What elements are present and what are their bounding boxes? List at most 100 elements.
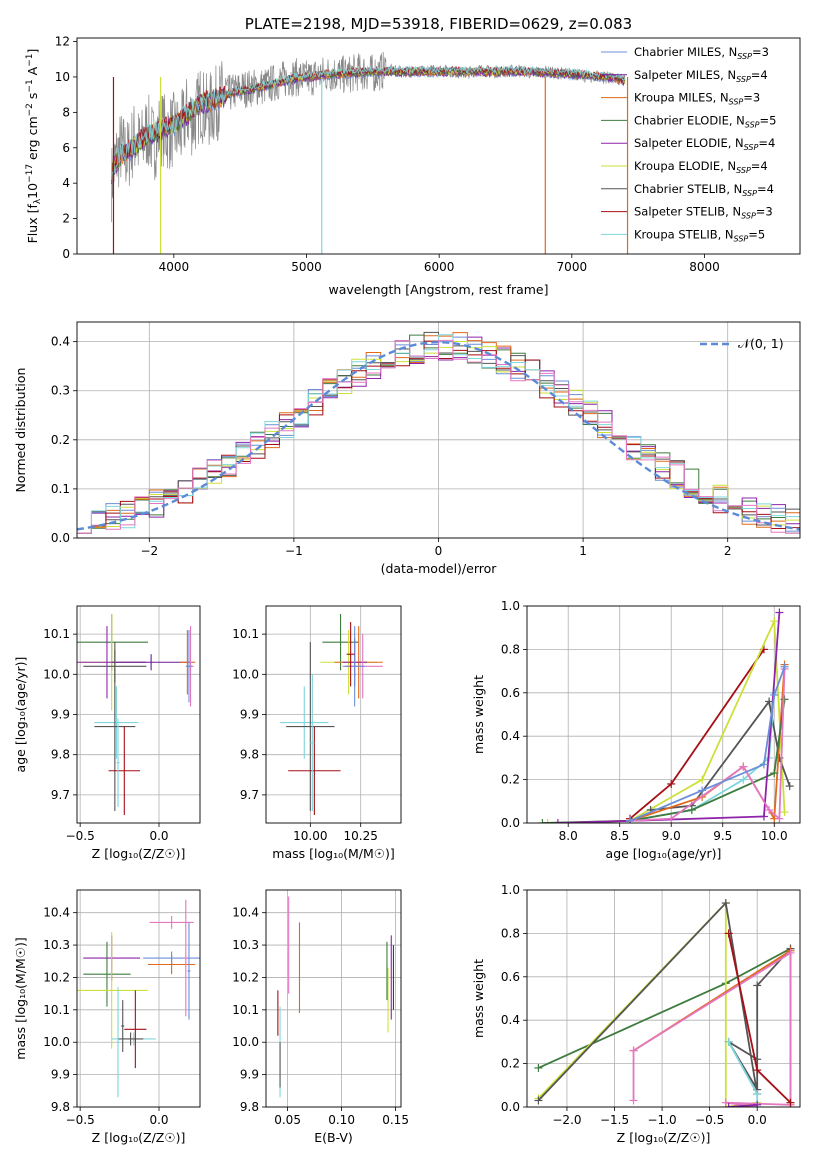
plot-area xyxy=(77,899,200,1098)
data-point xyxy=(187,922,191,1020)
y-tick-label: 0.3 xyxy=(51,384,70,398)
x-tick-label: 7000 xyxy=(557,260,588,274)
y-tick-label: 0 xyxy=(62,247,70,261)
y-tick-label: 10.4 xyxy=(232,906,259,920)
y-tick-label: 9.7 xyxy=(240,788,259,802)
x-tick-label: −1 xyxy=(285,544,303,558)
histogram-step xyxy=(77,339,800,538)
y-tick-label: 10.0 xyxy=(43,1035,70,1049)
plot-area xyxy=(280,614,383,815)
legend-entry: Salpeter STELIB, NSSP=3 xyxy=(634,205,773,221)
y-tick-label: 6 xyxy=(62,141,70,155)
data-point xyxy=(280,686,329,759)
plot-area xyxy=(111,51,629,254)
legend-sub: SSP xyxy=(734,234,749,243)
x-tick-label: 9.5 xyxy=(713,829,732,843)
y-tick-label: 0.2 xyxy=(501,773,520,787)
axes-frame xyxy=(76,605,201,824)
chart-mass-vs-Z: −0.5 0.0 9.8 9.9 10.0 10.1 10.2 10.3 10.4 Z [log₁… xyxy=(13,889,201,1145)
spectrum-model-line xyxy=(111,65,626,182)
y-tick-label: 9.8 xyxy=(51,748,70,762)
legend-sub: SSP xyxy=(736,75,751,84)
spectrum-model-line xyxy=(111,64,626,181)
legend-suffix: =3 xyxy=(743,91,760,105)
y-tick-label: 12 xyxy=(55,35,70,49)
series-line xyxy=(534,899,795,1105)
series-line xyxy=(626,662,789,823)
chart-age-vs-mass: 10.00 10.25 9.7 9.8 9.9 10.0 10.1 mass [log₁₀(M… xyxy=(232,605,402,861)
legend-entry: Chabrier STELIB, NSSP=4 xyxy=(634,182,774,198)
data-point xyxy=(94,642,136,811)
y-tick-label: 0.1 xyxy=(51,482,70,496)
legend-label: Kroupa STELIB, N xyxy=(634,227,734,241)
y-tick-label: 10 xyxy=(55,70,70,84)
y-tick-label: 10.1 xyxy=(43,627,70,641)
x-axis-label: Z [log₁₀(Z/Z☉)] xyxy=(617,1130,711,1145)
x-tick-label: 0.0 xyxy=(149,829,168,843)
legend-entry: Chabrier ELODIE, NSSP=5 xyxy=(634,113,776,129)
y-tick-label: 8 xyxy=(62,105,70,119)
x-axis-label: age [log₁₀(age/yr)] xyxy=(606,846,722,861)
y-axis-label-part: λ xyxy=(33,198,43,204)
y-tick-label: 10.0 xyxy=(232,667,259,681)
legend-label: Kroupa MILES, N xyxy=(634,91,729,105)
legend-label: Chabrier STELIB, N xyxy=(634,182,742,196)
y-axis-label-part: −17 xyxy=(25,164,35,183)
legend-label: Chabrier MILES, N xyxy=(634,45,737,59)
legend-suffix: =5 xyxy=(760,113,777,127)
y-tick-label: 1.0 xyxy=(501,599,520,613)
axes-frame xyxy=(76,321,801,539)
series-line xyxy=(543,617,789,823)
legend-sub: SSP xyxy=(736,166,751,175)
axes-frame xyxy=(265,605,402,824)
y-tick-label: 0.8 xyxy=(501,642,520,656)
series-line xyxy=(553,608,784,823)
chart-weight-vs-age: 8.0 8.5 9.0 9.5 10.0 0.0 0.2 0.4 0.6 0.8 1.0 age [l… xyxy=(471,599,801,861)
x-tick-label: −1.0 xyxy=(648,1113,677,1127)
y-axis-label: Flux [fλ10−17 erg cm−2 s−1 A−1] xyxy=(25,49,43,244)
x-tick-label: 0.10 xyxy=(328,1113,355,1127)
y-tick-label: 0.6 xyxy=(501,686,520,700)
data-point xyxy=(83,941,131,1007)
y-tick-label: 0.2 xyxy=(51,433,70,447)
y-axis-label-part: 10 xyxy=(25,183,40,199)
legend-entry: Kroupa MILES, NSSP=3 xyxy=(634,91,760,107)
y-axis-label-part: A xyxy=(25,66,40,79)
spectrum-data-line xyxy=(111,51,626,223)
y-tick-label: 10.4 xyxy=(43,906,70,920)
legend-suffix: =4 xyxy=(758,136,775,150)
y-axis-label-part: −1 xyxy=(25,79,35,92)
y-tick-label: 9.7 xyxy=(51,788,70,802)
data-point xyxy=(94,686,139,759)
x-tick-label: 8.5 xyxy=(610,829,629,843)
x-tick-label: −1.5 xyxy=(600,1113,629,1127)
y-tick-label: 10.0 xyxy=(43,667,70,681)
x-tick-label: −2.0 xyxy=(552,1113,581,1127)
legend-entry: Salpeter MILES, NSSP=4 xyxy=(634,68,768,84)
data-point xyxy=(149,915,194,929)
x-tick-label: 0.15 xyxy=(382,1113,409,1127)
y-tick-label: 9.9 xyxy=(240,1068,259,1082)
y-axis-label-part: erg cm xyxy=(25,116,40,164)
legend-suffix: =4 xyxy=(757,182,774,196)
data-point xyxy=(121,1000,125,1052)
y-axis-label-part: s xyxy=(25,93,40,104)
plot-area xyxy=(77,614,196,815)
legend-sub: SSP xyxy=(745,120,760,129)
series-path xyxy=(629,668,786,822)
y-tick-label: 9.8 xyxy=(51,1100,70,1114)
data-point xyxy=(77,932,148,1049)
y-tick-label: 10.1 xyxy=(43,1003,70,1017)
series-line xyxy=(534,899,762,1107)
series-path xyxy=(542,699,786,823)
legend-suffix: =5 xyxy=(748,227,765,241)
data-point xyxy=(111,654,191,671)
x-tick-label: 2 xyxy=(724,544,732,558)
y-axis-label-part: Flux [f xyxy=(25,204,40,244)
chart-weight-vs-Z: −2.0 −1.5 −1.0 −0.5 0.0 0.0 0.2 0.4 0.6 0.8 1.0 Z [… xyxy=(471,883,801,1145)
y-axis-label: mass weight xyxy=(471,959,486,1038)
data-point xyxy=(116,987,120,1098)
legend-entry: Kroupa STELIB, NSSP=5 xyxy=(634,227,765,243)
x-axis-label: E(B-V) xyxy=(314,1130,353,1145)
y-tick-label: 10.2 xyxy=(232,970,259,984)
